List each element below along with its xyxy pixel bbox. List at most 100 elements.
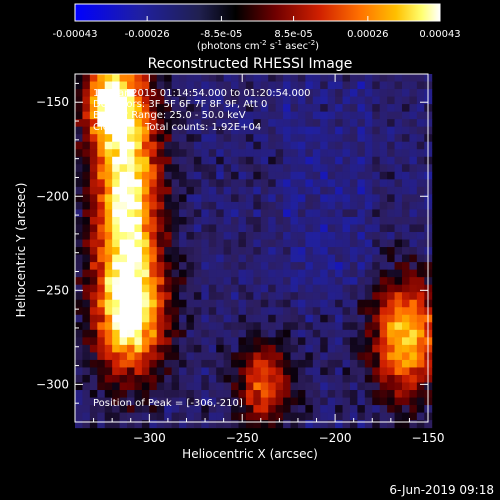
heatmap-cell [364,307,373,316]
heatmap-cell [127,374,135,383]
heatmap-cell [379,344,388,353]
heatmap-cell [141,232,150,241]
heatmap-cell [283,141,292,150]
heatmap-cell [401,119,410,128]
heatmap-cell [238,420,247,429]
heatmap-cell [253,209,262,218]
heatmap-cell [112,201,121,210]
heatmap-cell [260,254,269,263]
heatmap-cell [104,149,113,158]
heatmap-cell [327,104,336,113]
heatmap-cell [216,262,225,271]
heatmap-cell [119,367,128,376]
heatmap-cell [312,390,321,399]
heatmap-cell [171,186,180,195]
heatmap-cell [253,314,262,323]
heatmap-cell [193,96,202,105]
heatmap-cell [357,262,366,271]
heatmap-cell [245,194,254,203]
heatmap-cell [342,299,351,308]
heatmap-cell [335,269,344,278]
heatmap-cell [335,412,344,421]
heatmap-cell [89,149,98,158]
heatmap-cell [112,194,121,203]
plot-frame [74,73,429,423]
heatmap-cell [193,397,202,406]
heatmap-cell [231,277,239,286]
heatmap-cell [409,156,418,165]
heatmap-cell [335,390,344,399]
heatmap-cell [283,322,292,331]
heatmap-cell [387,134,396,143]
heatmap-cell [104,224,113,233]
heatmap-cell [260,186,269,195]
heatmap-cell [208,269,217,278]
heatmap-cell [357,171,366,180]
heatmap-cell [379,81,388,90]
heatmap-cell [364,239,373,248]
heatmap-cell [134,367,143,376]
heatmap-cell [290,74,299,83]
heatmap-cell [245,89,254,98]
heatmap-cell [305,390,314,399]
heatmap-cell [171,382,180,391]
heatmap-cell [149,156,158,165]
heatmap-cell [141,374,150,383]
heatmap-cell [127,134,135,143]
heatmap-cell [394,284,403,293]
heatmap-cell [327,262,336,271]
heatmap-cell [119,262,128,271]
heatmap-cell [275,134,284,143]
heatmap-cell [305,337,314,346]
heatmap-cell [312,247,321,256]
heatmap-cell [401,74,410,83]
heatmap-cell [305,201,314,210]
heatmap-cell [231,89,239,98]
heatmap-cell [342,314,351,323]
heatmap-cell [387,104,396,113]
heatmap-cell [312,359,321,368]
heatmap-cell [394,111,403,120]
heatmap-cell [305,111,314,120]
heatmap-cell [297,201,306,210]
heatmap-cell [104,344,113,353]
heatmap-cell [216,179,225,188]
heatmap-cell [164,262,173,271]
heatmap-cell [179,171,187,180]
heatmap-cell [357,239,366,248]
heatmap-cell [82,307,91,316]
heatmap-cell [112,262,121,271]
heatmap-cell [82,186,91,195]
heatmap-cell [245,307,254,316]
heatmap-cell [119,382,128,391]
heatmap-cell [149,216,158,225]
heatmap-cell [379,111,388,120]
heatmap-cell [104,337,113,346]
heatmap-cell [164,247,173,256]
heatmap-cell [231,344,239,353]
heatmap-cell [82,134,91,143]
heatmap-cell [89,382,98,391]
heatmap-cell [231,307,239,316]
heatmap-cell [134,329,143,338]
heatmap-cell [342,239,351,248]
heatmap-cell [409,405,418,414]
heatmap-cell [372,269,381,278]
heatmap-cell [364,186,373,195]
heatmap-cell [89,134,98,143]
heatmap-cell [149,262,158,271]
heatmap-cell [112,314,121,323]
heatmap-cell [260,149,269,158]
heatmap-cell [156,262,165,271]
heatmap-cell [134,126,143,135]
heatmap-cell [201,126,210,135]
heatmap-cell [179,367,187,376]
heatmap-cell [149,412,158,421]
heatmap-cell [245,299,254,308]
heatmap-cell [216,314,225,323]
heatmap-cell [283,126,292,135]
heatmap-cell [149,299,158,308]
heatmap-cell [297,262,306,271]
heatmap-cell [89,171,98,180]
